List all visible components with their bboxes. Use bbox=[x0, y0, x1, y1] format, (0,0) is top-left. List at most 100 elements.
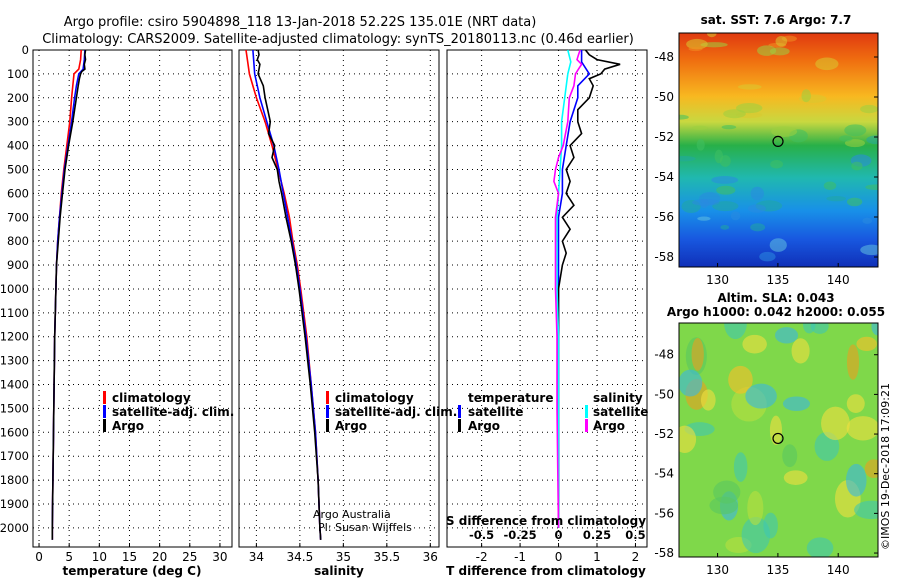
sst-map-panel: sat. SST: 7.6 Argo: 7.7 130 135 140 -48 -50 -… bbox=[654, 13, 879, 287]
sla-texture bbox=[745, 383, 777, 409]
map-lat-tick-label: -54 bbox=[654, 467, 674, 481]
x-tick-label: -1 bbox=[514, 550, 526, 564]
legend-swatch-t-satellite bbox=[458, 405, 461, 418]
legend-swatch-argo bbox=[326, 419, 329, 432]
x-tick-label: 0 bbox=[555, 550, 563, 564]
sla-texture bbox=[782, 396, 811, 412]
sst-texture bbox=[686, 38, 708, 50]
depth-tick-label: 1600 bbox=[0, 425, 29, 439]
legend-label-s-argo: Argo bbox=[593, 419, 625, 433]
x-tick-label: 35.5 bbox=[373, 550, 400, 564]
sla-texture bbox=[846, 416, 878, 441]
depth-tick-label: 1300 bbox=[0, 354, 29, 368]
sst-texture bbox=[747, 204, 766, 213]
s-diff-tick-label: -0.25 bbox=[503, 528, 536, 542]
legend-label-t-argo: Argo bbox=[468, 419, 500, 433]
sst-texture bbox=[823, 181, 837, 191]
map-lat-tick-label: -58 bbox=[654, 546, 674, 560]
sst-texture bbox=[862, 217, 873, 224]
salinity-panel: 34 34.5 35 35.5 36 salinity Argo Australia P… bbox=[238, 49, 440, 578]
x-tick-label: 35 bbox=[336, 550, 351, 564]
legend-label-s-satellite: satellite bbox=[593, 405, 648, 419]
sst-texture bbox=[769, 238, 787, 252]
legend-swatch-climatology bbox=[326, 391, 329, 404]
credit-pi: PI: Susan Wijffels bbox=[318, 521, 412, 534]
x-tick-label: 34 bbox=[249, 550, 264, 564]
sst-texture bbox=[846, 197, 863, 207]
map-lon-tick-label: 135 bbox=[766, 563, 789, 577]
sst-texture bbox=[759, 251, 776, 262]
x-tick-label: 1 bbox=[593, 550, 601, 564]
depth-tick-label: 300 bbox=[7, 115, 29, 129]
sst-texture bbox=[711, 176, 739, 184]
depth-tick-label: 1800 bbox=[0, 473, 29, 487]
sst-float-marker bbox=[772, 135, 784, 147]
x-tick-label: 30 bbox=[212, 550, 227, 564]
sla-texture bbox=[803, 323, 816, 334]
salinity-plot-frame bbox=[238, 49, 440, 548]
map-lat-tick-label: -48 bbox=[654, 348, 674, 362]
depth-tick-label: 100 bbox=[7, 67, 29, 81]
series-line-t-argo bbox=[557, 49, 621, 528]
x-tick-label: 20 bbox=[152, 550, 167, 564]
legend-swatch-s-satellite bbox=[585, 405, 588, 418]
sst-texture bbox=[714, 149, 724, 164]
s-difference-label: S difference from climatology bbox=[446, 514, 646, 528]
legend-label-argo: Argo bbox=[335, 419, 367, 433]
sst-map-frame bbox=[678, 32, 879, 268]
map-lon-tick-label: 140 bbox=[827, 273, 850, 287]
sst-texture bbox=[750, 186, 764, 201]
sla-texture bbox=[846, 344, 860, 380]
depth-tick-label: 400 bbox=[7, 139, 29, 153]
sla-texture bbox=[856, 336, 877, 352]
legend-swatch-argo bbox=[103, 419, 106, 432]
legend-swatch-t-argo bbox=[458, 419, 461, 432]
map-lon-tick-label: 135 bbox=[766, 273, 789, 287]
sla-texture bbox=[741, 516, 771, 554]
temperature-panel: 0 5 10 15 20 25 300100200300400500600700800900… bbox=[0, 43, 233, 578]
salinity-legend: climatology satellite-adj. clim. Argo bbox=[326, 391, 457, 433]
s-diff-tick-label: 0.5 bbox=[625, 528, 645, 542]
depth-tick-label: 1400 bbox=[0, 378, 29, 392]
map-lat-tick-label: -56 bbox=[654, 506, 674, 520]
sla-texture bbox=[700, 389, 716, 411]
sla-texture bbox=[742, 334, 767, 354]
sla-texture bbox=[871, 323, 878, 336]
imos-credit: ©IMOS 19-Dec-2018 17:09:21 bbox=[879, 383, 892, 550]
sla-texture bbox=[783, 470, 808, 485]
sst-texture bbox=[770, 160, 784, 169]
depth-tick-label: 1200 bbox=[0, 330, 29, 344]
map-lat-tick-label: -58 bbox=[654, 250, 674, 264]
map-lon-tick-label: 140 bbox=[827, 563, 850, 577]
map-lat-tick-label: -56 bbox=[654, 210, 674, 224]
sla-texture bbox=[806, 537, 834, 557]
depth-tick-label: 700 bbox=[7, 210, 29, 224]
map-lat-tick-label: -52 bbox=[654, 427, 674, 441]
legend-label-argo: Argo bbox=[112, 419, 144, 433]
legend-title-salinity: salinity bbox=[593, 391, 643, 405]
depth-tick-label: 2000 bbox=[0, 521, 29, 535]
sst-texture bbox=[866, 135, 878, 145]
sst-texture bbox=[860, 104, 878, 114]
sst-map-title: sat. SST: 7.6 Argo: 7.7 bbox=[701, 13, 852, 27]
depth-tick-label: 1500 bbox=[0, 401, 29, 415]
sla-map-title-1: Altim. SLA: 0.043 bbox=[717, 291, 834, 305]
series-line-s-argo bbox=[553, 49, 583, 528]
s-diff-tick-label: -0.5 bbox=[469, 528, 494, 542]
sst-texture bbox=[851, 161, 863, 171]
sst-texture bbox=[712, 201, 739, 212]
credit-argo-australia: Argo Australia bbox=[313, 508, 391, 521]
sst-field bbox=[679, 33, 878, 267]
difference-legend: temperature satellite Argo salinity sate… bbox=[458, 391, 648, 433]
depth-tick-label: 800 bbox=[7, 234, 29, 248]
sla-map-title-2: Argo h1000: 0.042 h2000: 0.055 bbox=[667, 305, 885, 319]
sla-map-frame bbox=[678, 322, 879, 558]
sla-texture bbox=[791, 338, 810, 364]
x-tick-label: 34.5 bbox=[287, 550, 314, 564]
salinity-xlabel: salinity bbox=[314, 564, 364, 578]
sla-texture bbox=[679, 425, 697, 453]
sst-texture bbox=[735, 103, 763, 114]
sla-texture bbox=[821, 406, 850, 441]
sla-texture bbox=[769, 415, 782, 445]
sst-texture bbox=[721, 124, 737, 130]
